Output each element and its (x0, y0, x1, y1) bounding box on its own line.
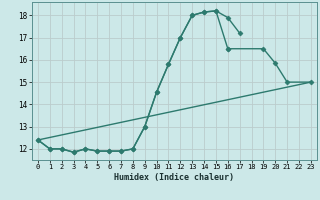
X-axis label: Humidex (Indice chaleur): Humidex (Indice chaleur) (115, 173, 234, 182)
